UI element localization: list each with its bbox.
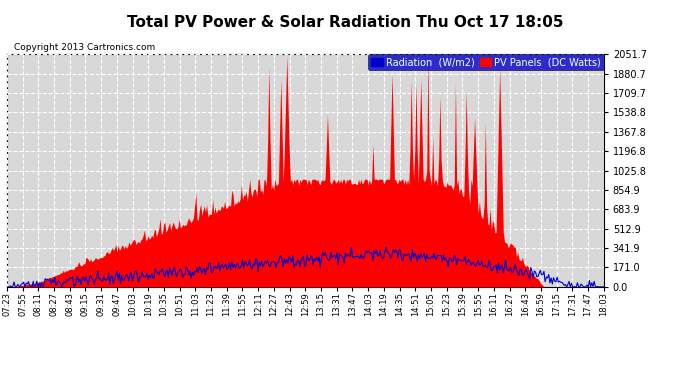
Legend: Radiation  (W/m2), PV Panels  (DC Watts): Radiation (W/m2), PV Panels (DC Watts) — [368, 54, 604, 70]
Text: Copyright 2013 Cartronics.com: Copyright 2013 Cartronics.com — [14, 43, 155, 52]
Text: Total PV Power & Solar Radiation Thu Oct 17 18:05: Total PV Power & Solar Radiation Thu Oct… — [127, 15, 563, 30]
